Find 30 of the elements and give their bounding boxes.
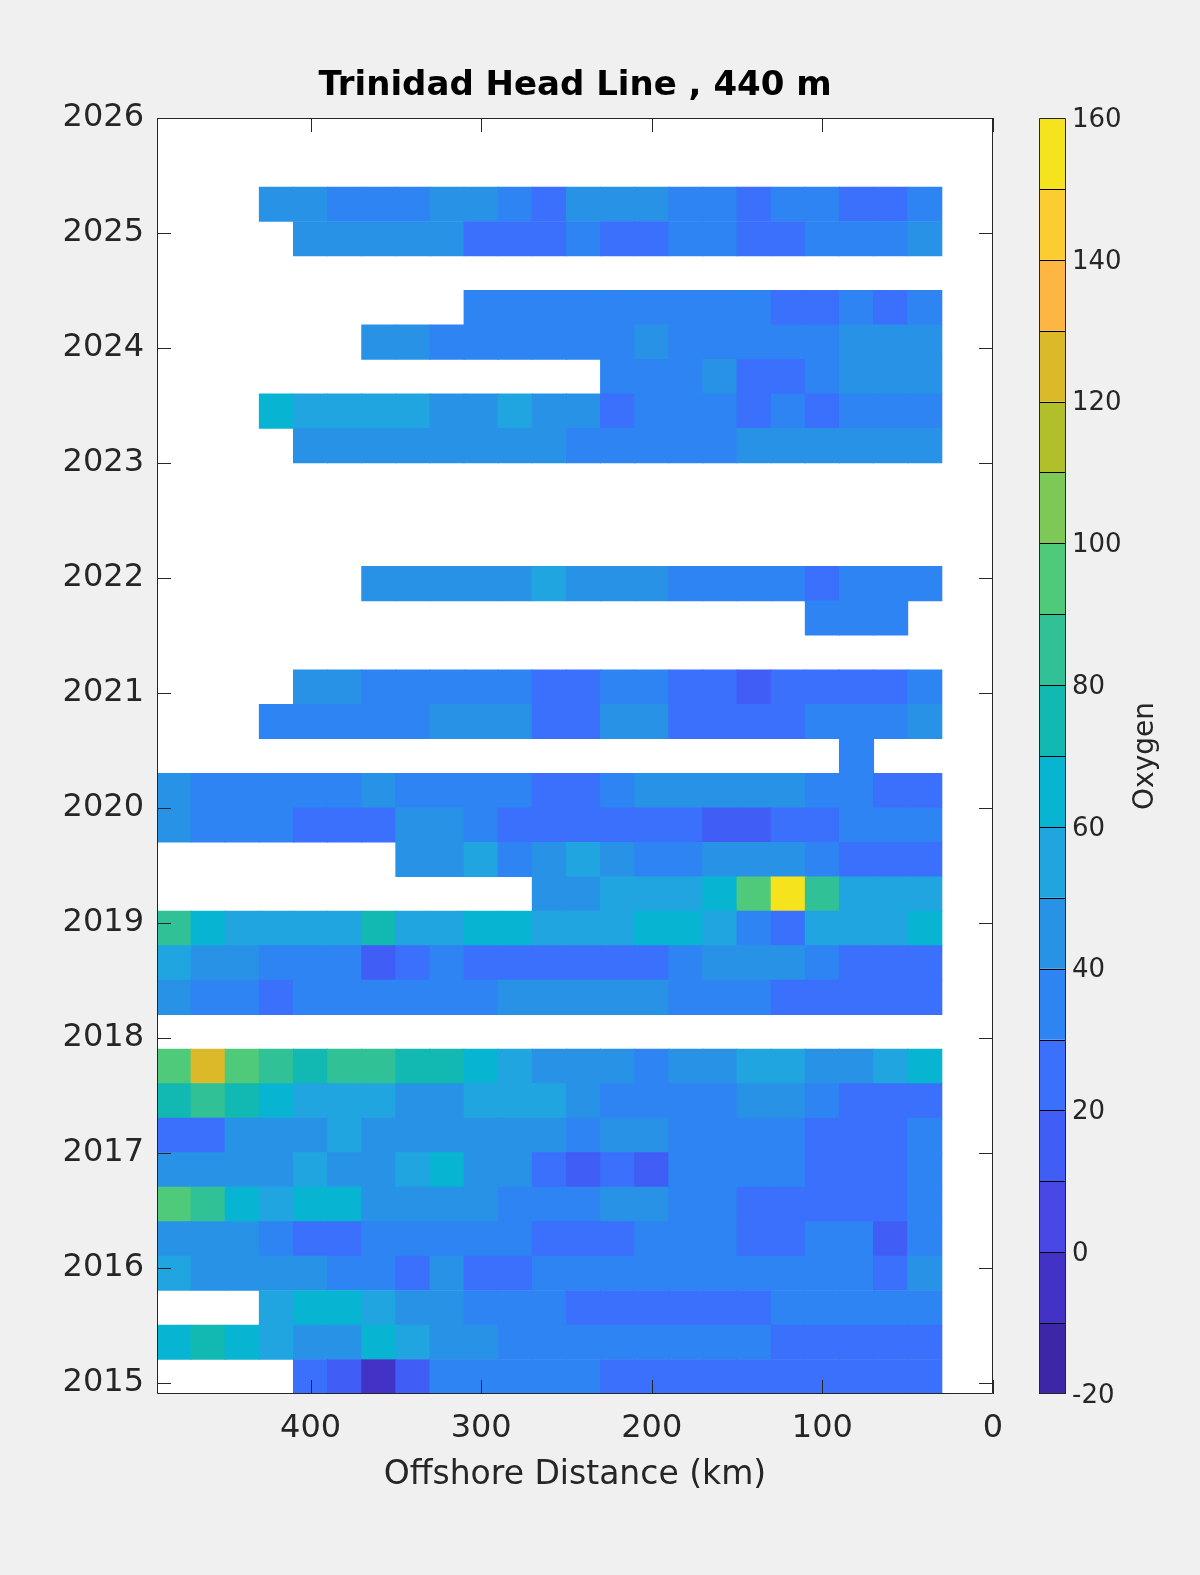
- color-bar-label: 40: [1072, 953, 1106, 984]
- x-tick-label: 400: [280, 1406, 342, 1445]
- x-tick-label: 100: [791, 1406, 853, 1445]
- x-tick-label: 0: [982, 1406, 1004, 1445]
- y-tick-label: 2017: [62, 1130, 144, 1169]
- chart-title: Trinidad Head Line , 440 m: [318, 62, 832, 103]
- x-axis-title: Offshore Distance (km): [383, 1452, 767, 1492]
- y-tick-label: 2018: [62, 1015, 144, 1054]
- color-bar-label: -20: [1072, 1378, 1115, 1409]
- x-tick-label: 300: [450, 1406, 512, 1445]
- x-tick-label: 200: [621, 1406, 683, 1445]
- y-tick-label: 2015: [62, 1360, 144, 1399]
- y-tick-label: 2024: [62, 326, 144, 365]
- color-bar-label: 0: [1072, 1236, 1089, 1267]
- color-bar-label: 60: [1072, 811, 1106, 842]
- color-bar-label: 20: [1072, 1095, 1106, 1126]
- color-bar-label: 120: [1072, 386, 1122, 417]
- y-tick-label: 2019: [62, 901, 144, 939]
- color-bar-label: 160: [1072, 102, 1122, 133]
- color-bar-label: 100: [1072, 528, 1122, 559]
- y-tick-label: 2022: [62, 556, 144, 595]
- y-tick-label: 2025: [62, 211, 144, 250]
- y-tick-label: 2021: [62, 671, 144, 710]
- y-tick-label: 2026: [62, 96, 144, 135]
- y-tick-label: 2023: [62, 441, 144, 480]
- y-tick-label: 2016: [62, 1245, 144, 1284]
- color-bar-label: 80: [1072, 669, 1106, 700]
- color-bar-label: 140: [1072, 244, 1122, 275]
- y-tick-label: 2020: [62, 786, 144, 825]
- color-bar-title: Oxygen: [1127, 702, 1161, 810]
